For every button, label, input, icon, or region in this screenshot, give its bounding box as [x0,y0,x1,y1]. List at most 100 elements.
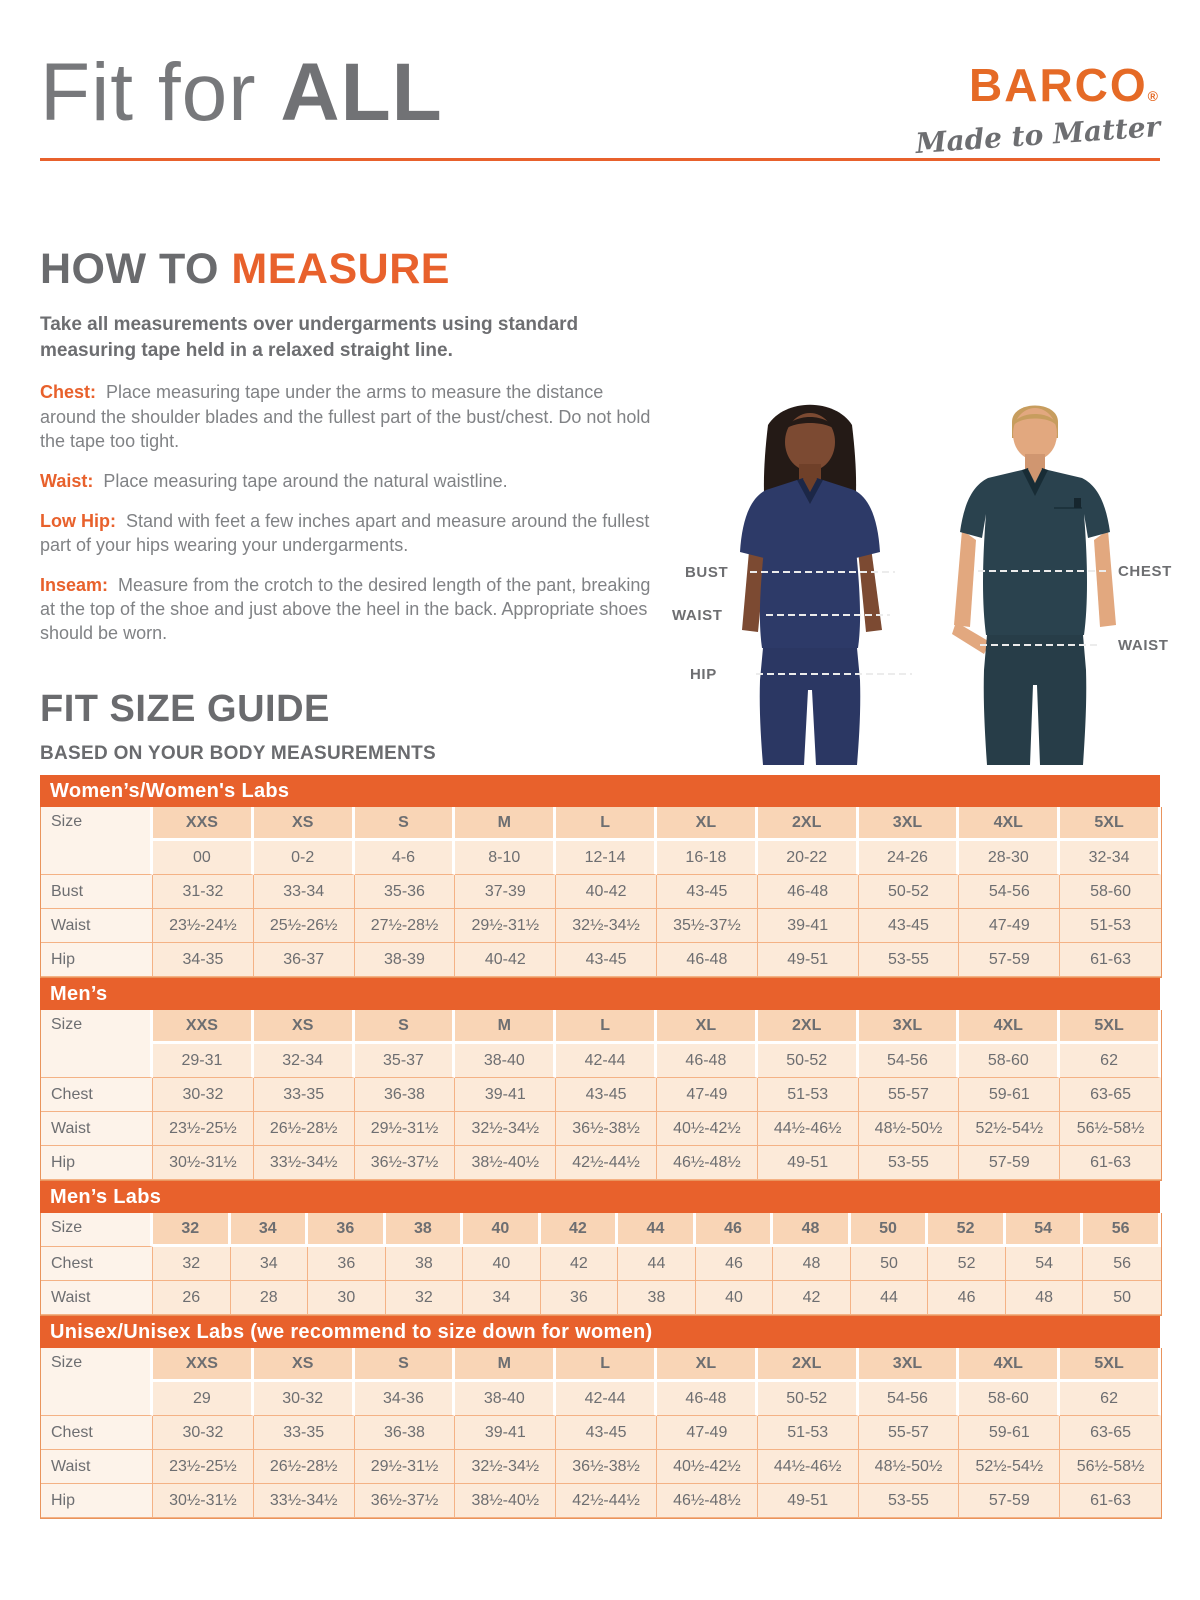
measurement-value-cell: 46-48 [757,875,859,909]
size-header-cell: L [556,807,657,841]
measurement-value-cell: 29½-31½ [354,1112,456,1146]
size-header-cell: 42 [540,1213,619,1247]
measurement-value-cell: 23½-25½ [153,1450,254,1484]
measurement-row: Bust 31-32 33-34 35-36 37-39 40-42 43-45 46-48 5… [41,875,1161,909]
measurement-value-cell: 42½-44½ [556,1484,657,1518]
measurement-value-cell: 40½-42½ [656,1112,758,1146]
measurement-value-cell: 32½-34½ [455,1112,557,1146]
measurement-row: Hip 30½-31½ 33½-34½ 36½-37½ 38½-40½ 42½-44½ 46… [41,1146,1161,1180]
size-header-cell: 2XL [757,1348,859,1382]
measurement-row: Chest 30-32 33-35 36-38 39-41 43-45 47-49 51-53… [41,1078,1161,1112]
measurement-value-cell: 30-32 [153,1416,254,1450]
measurement-value-cell: 50 [850,1247,929,1281]
measurement-value-cell: 42 [540,1247,619,1281]
size-header-cell: 36 [308,1213,386,1247]
measurement-value-cell: 57-59 [959,943,1061,977]
measure-item-inseam: Inseam: Measure from the crotch to the d… [40,573,655,645]
measurement-value-cell: 23½-24½ [153,909,254,943]
numeric-size-cell: 42-44 [556,1382,657,1416]
measurement-value-cell: 49-51 [757,1146,859,1180]
row-label-cell: Bust [41,875,153,909]
measurement-value-cell: 61-63 [1060,943,1161,977]
size-chart-table: Size XXS XS S M L XL 2XL 3XL 4XL 5XL 29 30-32 34-36 38… [40,1348,1162,1519]
measurement-value-cell: 34 [463,1281,541,1315]
measure-item-text: Place measuring tape under the arms to m… [40,382,651,451]
fit-size-guide-section: FIT SIZE GUIDE BASED ON YOUR BODY MEASUR… [40,688,1162,1519]
size-header-cell: XXS [153,1348,254,1382]
measure-item-chest: Chest: Place measuring tape under the ar… [40,380,655,452]
size-table-block: Men’s Size XXS XS S M L XL 2XL 3XL 4XL 5XL 29-31 32-3… [40,978,1162,1181]
measurement-value-cell: 35-36 [354,875,456,909]
measurement-value-cell: 44½-46½ [757,1112,859,1146]
size-header-cell: L [556,1348,657,1382]
size-header-cell: 3XL [858,807,960,841]
fit-size-guide-subheading: BASED ON YOUR BODY MEASUREMENTS [40,743,437,764]
table-title-banner: Men’s Labs [40,1181,1160,1213]
size-header-cell: S [354,1348,456,1382]
table-title-banner: Unisex/Unisex Labs (we recommend to size… [40,1316,1160,1348]
size-header-cell: M [455,807,557,841]
measurement-row: Waist 23½-24½ 25½-26½ 27½-28½ 29½-31½ 32½-34½… [41,909,1161,943]
measurement-value-cell: 44 [618,1247,696,1281]
size-header-cell: 34 [230,1213,309,1247]
measurement-value-cell: 33-35 [253,1416,355,1450]
size-table-block: Unisex/Unisex Labs (we recommend to size… [40,1316,1162,1519]
measurement-value-cell: 36½-37½ [354,1484,456,1518]
measure-item-label: Chest: [40,382,97,403]
measurement-value-cell: 43-45 [556,943,657,977]
measurement-value-cell: 48 [1005,1281,1084,1315]
row-label-cell: Chest [41,1247,153,1281]
measurement-value-cell: 36 [540,1281,619,1315]
measurement-value-cell: 35½-37½ [656,909,758,943]
measurement-value-cell: 57-59 [959,1146,1061,1180]
numeric-size-cell: 34-36 [354,1382,456,1416]
numeric-size-cell: 29 [153,1382,254,1416]
how-to-measure-heading: HOW TO MEASURE [40,245,670,294]
numeric-size-cell: 50-52 [757,1044,859,1078]
measurement-value-cell: 40½-42½ [656,1450,758,1484]
measurement-value-cell: 56½-58½ [1060,1450,1161,1484]
size-header-cell: XS [253,807,355,841]
row-label-cell: Chest [41,1416,153,1450]
hip-label: HIP [690,666,717,683]
size-header-cell: S [354,807,456,841]
measurement-value-cell: 39-41 [455,1416,557,1450]
measurement-value-cell: 33-34 [253,875,355,909]
numeric-size-cell: 4-6 [354,841,456,875]
measurement-value-cell: 49-51 [757,943,859,977]
waist-label-woman: WAIST [672,607,723,624]
size-header-cell: 54 [1005,1213,1084,1247]
measurement-value-cell: 44½-46½ [757,1450,859,1484]
measurement-row: Hip 30½-31½ 33½-34½ 36½-37½ 38½-40½ 42½-44½ 46… [41,1484,1161,1518]
measurement-value-cell: 46½-48½ [656,1146,758,1180]
measurement-value-cell: 39-41 [757,909,859,943]
row-label-cell: Hip [41,943,153,977]
size-header-cell: 3XL [858,1348,960,1382]
row-label-cell: Waist [41,1450,153,1484]
measurement-value-cell: 54-56 [959,875,1061,909]
measurement-value-cell: 59-61 [959,1416,1061,1450]
measurement-value-cell: 48½-50½ [858,1112,960,1146]
measurement-value-cell: 55-57 [858,1078,960,1112]
size-corner-cell: Size [41,1348,153,1416]
measurement-row: Waist 23½-25½ 26½-28½ 29½-31½ 32½-34½ 36½-38½… [41,1450,1161,1484]
measurement-value-cell: 56 [1083,1247,1161,1281]
measurement-value-cell: 53-55 [858,1484,960,1518]
numeric-size-cell: 20-22 [757,841,859,875]
measurement-value-cell: 33½-34½ [253,1146,355,1180]
size-header-cell: M [455,1010,557,1044]
brand-block: BARCO® Made to Matter [914,62,1161,160]
man-figure [952,405,1116,765]
measurement-value-cell: 30 [308,1281,386,1315]
numeric-size-cell: 54-56 [858,1044,960,1078]
measurement-value-cell: 47-49 [656,1078,758,1112]
measurement-value-cell: 49-51 [757,1484,859,1518]
brand-logo: BARCO® [915,62,1160,108]
measurement-value-cell: 36-38 [354,1416,456,1450]
size-table-block: Men’s Labs Size 32 34 36 38 40 42 44 46 48 50 52 54 56… [40,1181,1162,1316]
numeric-size-cell: 24-26 [858,841,960,875]
measure-item-label: Waist: [40,470,94,491]
measurement-value-cell: 55-57 [858,1416,960,1450]
measurement-value-cell: 34-35 [153,943,254,977]
measurement-row: Waist 23½-25½ 26½-28½ 29½-31½ 32½-34½ 36½-38½… [41,1112,1161,1146]
